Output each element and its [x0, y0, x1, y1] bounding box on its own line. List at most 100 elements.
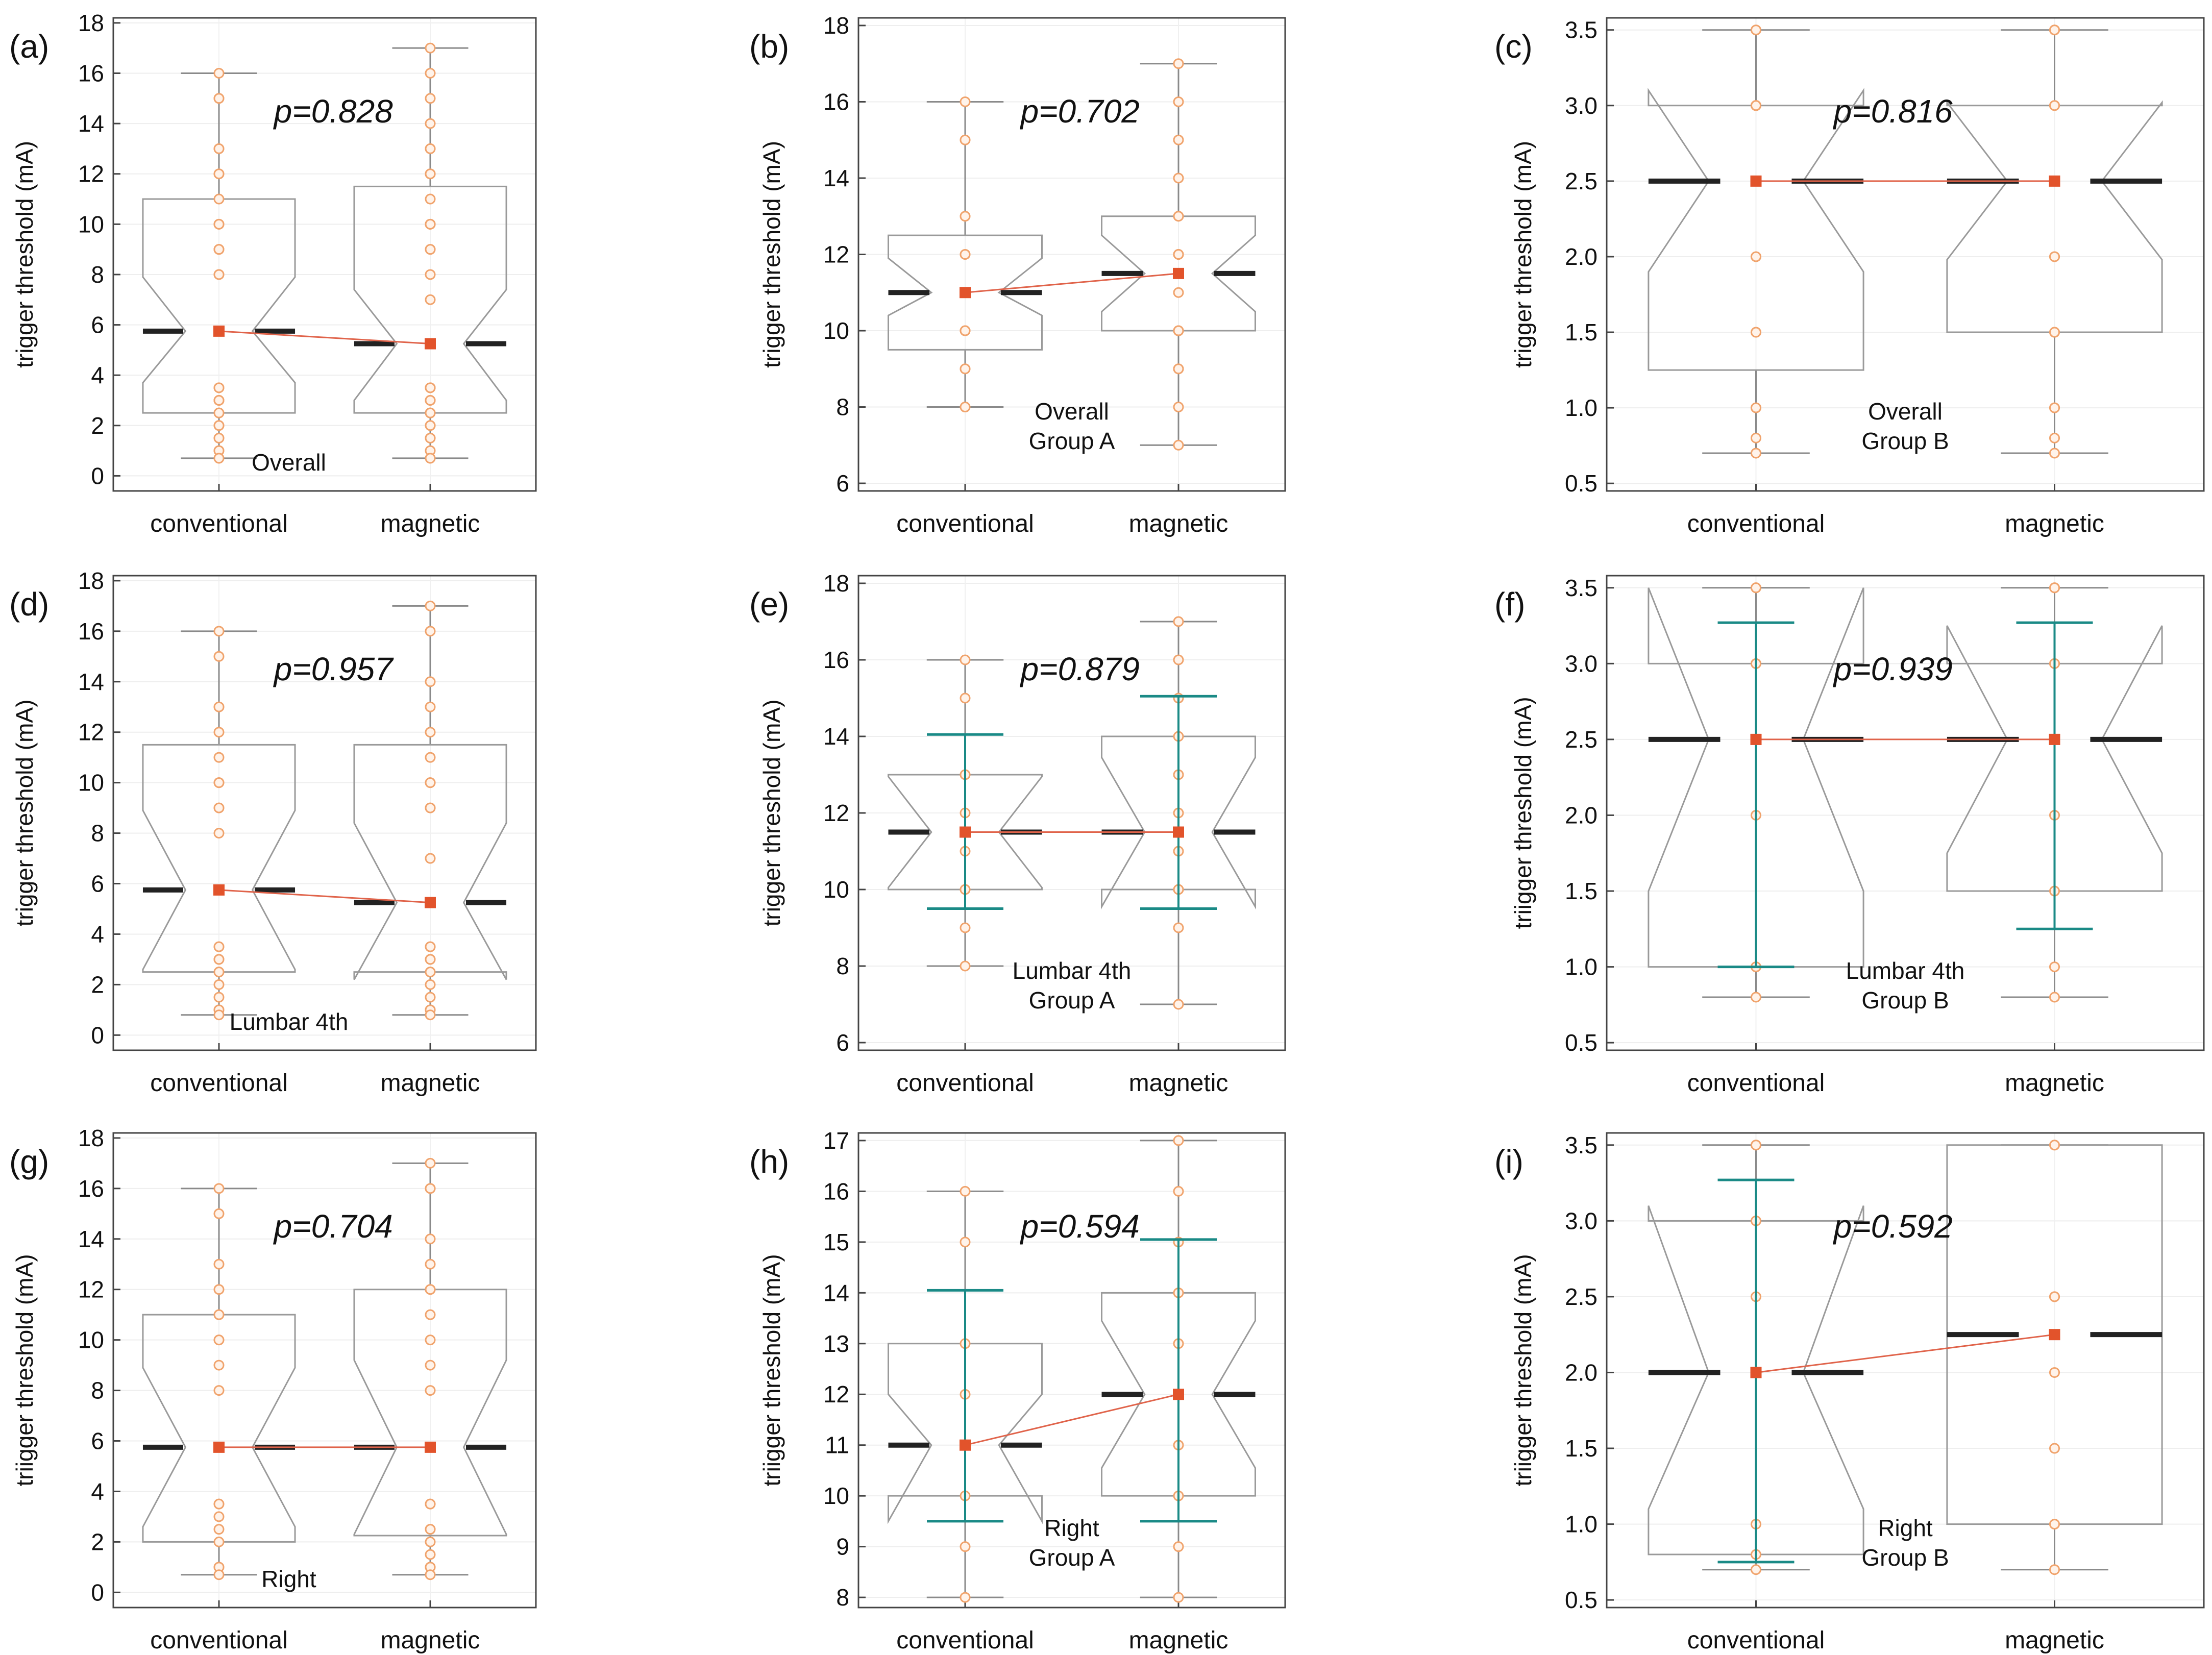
series-magnetic [1101, 1135, 1256, 1603]
data-point [1173, 922, 1184, 933]
y-tick-label: 10 [78, 770, 104, 796]
data-point [960, 402, 971, 413]
data-point [2049, 1443, 2060, 1454]
data-point [213, 382, 225, 393]
data-point [960, 249, 971, 260]
y-tick-label: 1.5 [1565, 319, 1597, 345]
data-point [960, 1592, 971, 1603]
notched-box [142, 1314, 296, 1543]
data-point [2049, 24, 2060, 36]
y-tick-label: 6 [91, 312, 104, 338]
y-tick-label: 0 [91, 462, 104, 489]
plot-frame [857, 1132, 1286, 1609]
y-tick-label: 14 [823, 1279, 849, 1306]
notched-box [1101, 735, 1256, 910]
data-point [2049, 100, 2060, 111]
panel-d: 0 2 4 6 8 10 12 14 16 18 conventional magnetic trigg… [9, 567, 537, 1097]
annotation-text: Lumbar 4th [230, 1008, 349, 1035]
x-tick-label-conventional: conventional [150, 1627, 288, 1654]
y-tick-label: 14 [823, 723, 849, 750]
panel-label: (b) [749, 28, 789, 65]
median-connector-line [1756, 1333, 2055, 1373]
median-marker-conventional [960, 287, 971, 299]
annotation-text: Group A [1029, 1544, 1115, 1571]
data-point [213, 651, 225, 662]
p-value-label: p=0.592 [1833, 1208, 1953, 1245]
data-point [1751, 1564, 1761, 1575]
data-point [960, 325, 971, 336]
data-point [425, 1157, 436, 1169]
p-value-label: p=0.704 [273, 1208, 393, 1245]
annotation-text: Overall [252, 449, 326, 476]
series-magnetic [1946, 1140, 2163, 1575]
y-tick-label: 8 [836, 1584, 849, 1611]
y-axis-label: triigger threshold (mA) [758, 1254, 785, 1486]
p-value-label: p=0.939 [1833, 651, 1953, 687]
data-point [425, 420, 436, 431]
notched-box [888, 774, 1043, 891]
y-tick-label: 10 [78, 211, 104, 237]
data-point [960, 922, 971, 933]
x-tick-label-conventional: conventional [150, 510, 288, 537]
panel-g: 0 2 4 6 8 10 12 14 16 18 conventional magnetic triig… [9, 1125, 537, 1654]
series-magnetic [353, 600, 507, 1021]
y-tick-label: 2 [91, 971, 104, 998]
data-point [1173, 1135, 1184, 1146]
x-tick-label-magnetic: magnetic [381, 1070, 480, 1097]
x-tick-label-magnetic: magnetic [2005, 1070, 2104, 1097]
x-tick-label-magnetic: magnetic [381, 1627, 480, 1654]
p-value-label: p=0.594 [1020, 1208, 1140, 1245]
y-tick-label: 12 [823, 800, 849, 826]
data-point [213, 1009, 225, 1021]
y-tick-label: 1.0 [1565, 1511, 1597, 1538]
data-point [213, 1335, 225, 1346]
data-point [425, 407, 436, 418]
data-point [960, 654, 971, 665]
y-tick-label: 14 [823, 165, 849, 191]
data-point [425, 802, 436, 813]
notched-box [888, 1343, 1043, 1524]
data-point [2049, 251, 2060, 262]
annotation-text: Overall [1035, 398, 1109, 425]
data-point [425, 432, 436, 443]
data-point [425, 1009, 436, 1021]
x-tick-label-conventional: conventional [896, 1070, 1034, 1097]
data-point [960, 363, 971, 375]
y-tick-label: 4 [91, 362, 104, 388]
y-tick-label: 8 [91, 1377, 104, 1404]
y-tick-label: 6 [91, 871, 104, 897]
annotation-text: Group B [1861, 1544, 1949, 1571]
notched-box [888, 234, 1043, 351]
data-point [213, 992, 225, 1003]
data-point [425, 67, 436, 79]
data-point [213, 1309, 225, 1320]
data-point [213, 93, 225, 104]
annotation-text: Group A [1029, 428, 1115, 454]
data-point [213, 941, 225, 952]
data-point [425, 853, 436, 864]
data-point [425, 752, 436, 763]
data-point [1173, 211, 1184, 222]
data-point [1751, 992, 1761, 1003]
data-point [2049, 448, 2060, 459]
y-axis-label: triigger threshold (mA) [1510, 697, 1536, 929]
annotation-text: Lumbar 4th [1846, 957, 1965, 984]
y-tick-label: 8 [91, 261, 104, 288]
y-tick-label: 2.0 [1565, 1359, 1597, 1386]
y-tick-label: 12 [78, 161, 104, 187]
x-tick-label-conventional: conventional [1687, 1070, 1825, 1097]
data-point [213, 168, 225, 180]
y-tick-label: 2.5 [1565, 1283, 1597, 1310]
y-tick-label: 10 [823, 1483, 849, 1509]
panel-c: 0.5 1.0 1.5 2.0 2.5 3.0 3.5 conventional magneti… [1494, 17, 2205, 537]
data-point [1173, 654, 1184, 665]
y-tick-label: 3.5 [1565, 17, 1597, 43]
data-point [425, 701, 436, 712]
y-tick-label: 14 [78, 669, 104, 695]
data-point [2049, 582, 2060, 594]
panel-label: (c) [1494, 28, 1533, 65]
data-point [425, 382, 436, 393]
y-tick-label: 0.5 [1565, 470, 1597, 497]
y-tick-label: 1.5 [1565, 878, 1597, 904]
data-point [960, 1237, 971, 1248]
